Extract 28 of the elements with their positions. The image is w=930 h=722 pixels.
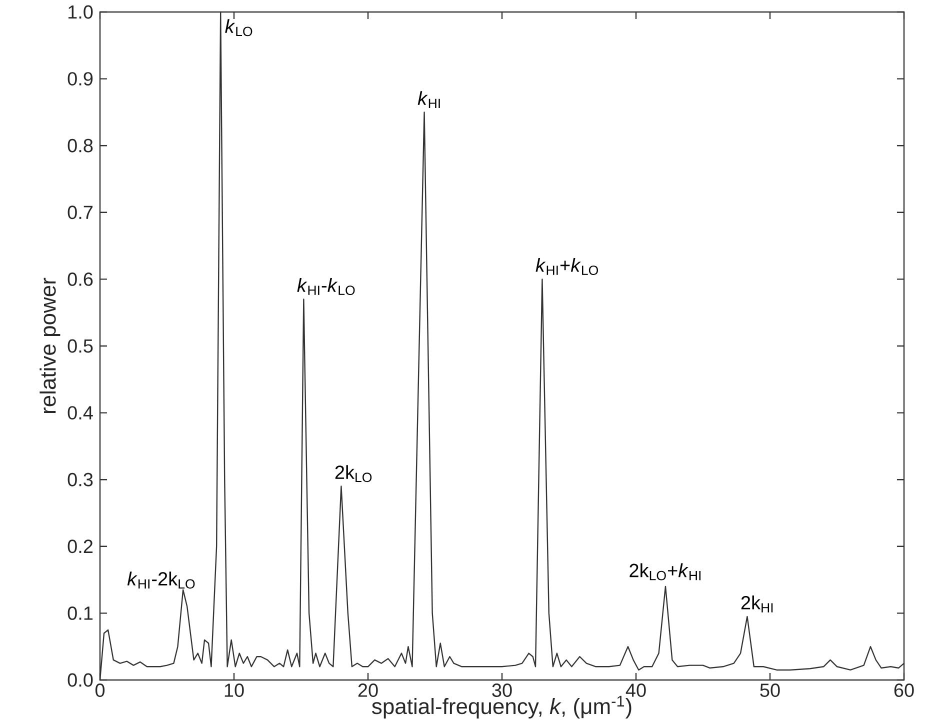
y-tick-label: 0.1 [68, 606, 93, 620]
y-tick-label: 0.2 [68, 540, 93, 554]
y-tick-label: 0.5 [68, 339, 93, 353]
x-axis-title: spatial-frequency, k, (μm$^{-1}$) [372, 696, 632, 719]
annotation: 2k$_{HI}$ [741, 595, 773, 612]
x-tick-label: 20 [358, 684, 378, 697]
annotation: k$_{HI}$-k$_{LO}$ [297, 278, 355, 296]
y-tick-label: 0.8 [68, 138, 93, 152]
annotation: 2k$_{LO}$+k$_{HI}$ [630, 563, 701, 580]
annotation: k$_{HI}$-2k$_{LO}$ [127, 572, 195, 589]
x-tick-label: 50 [760, 684, 780, 697]
x-tick-label: 30 [492, 684, 512, 697]
y-tick-label: 0.7 [68, 206, 93, 220]
annotation: k$_{HI}$+k$_{LO}$ [536, 258, 598, 276]
x-tick-label: 0 [95, 684, 105, 697]
y-axis-title: relative power [40, 278, 60, 414]
x-tick-label: 40 [626, 684, 646, 697]
y-tick-label: 0.9 [68, 72, 93, 86]
y-tick-label: 0.3 [68, 472, 93, 486]
annotation: k$_{LO}$ [225, 19, 252, 36]
x-tick-label: 60 [894, 684, 914, 697]
y-tick-label: 0.4 [68, 406, 93, 420]
annotation: 2k$_{LO}$ [335, 465, 372, 482]
y-tick-label: 1.0 [68, 5, 93, 19]
annotation: k$_{HI}$ [418, 91, 440, 108]
y-tick-label: 0.6 [68, 272, 93, 286]
y-tick-label: 0.0 [68, 673, 93, 687]
x-tick-label: 10 [224, 684, 244, 697]
